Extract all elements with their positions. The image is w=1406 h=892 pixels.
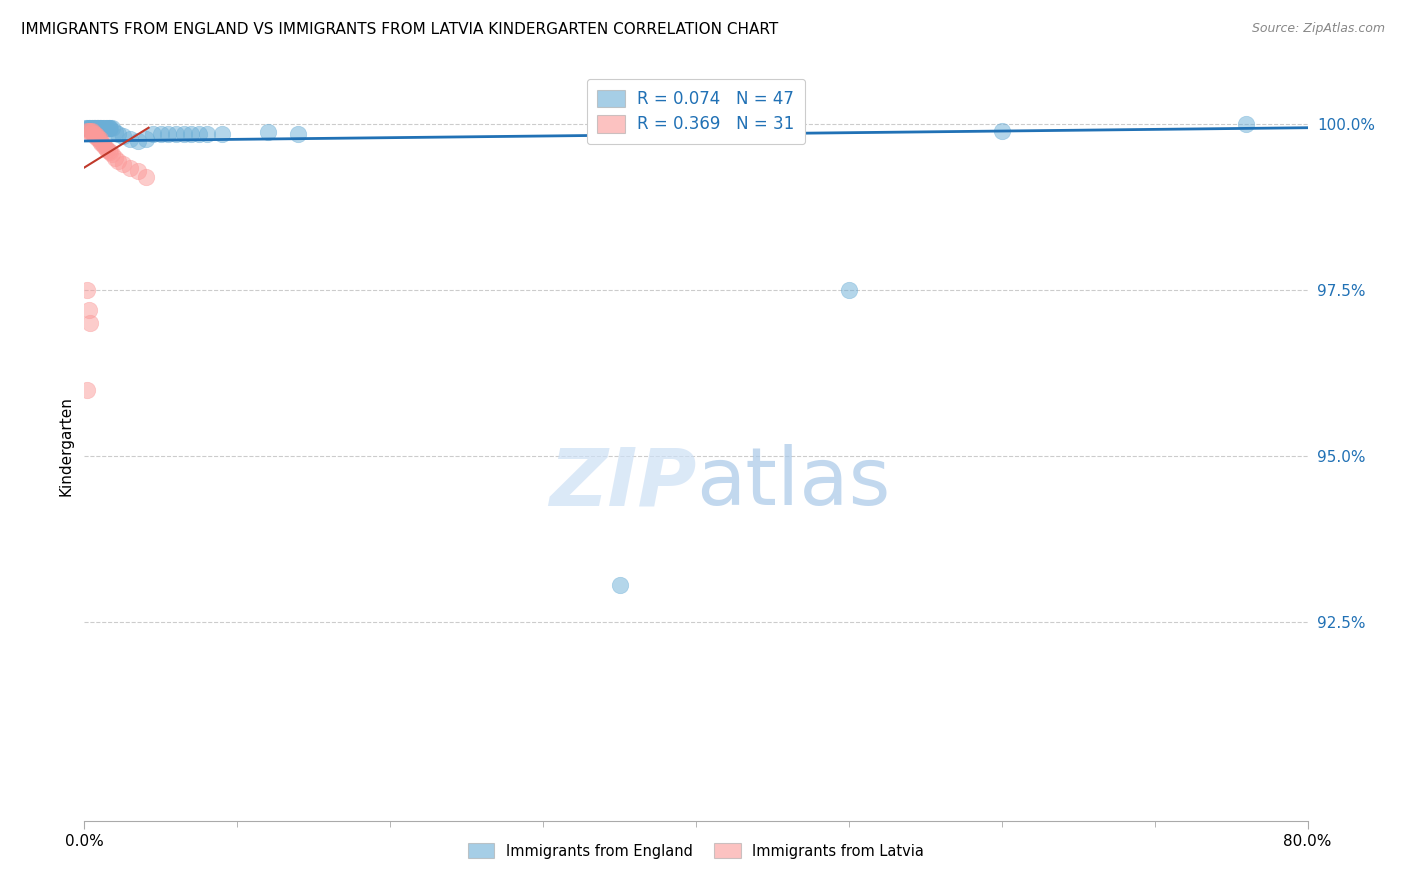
Point [83,120,105,135]
Point [98,145,121,160]
Text: atlas: atlas [696,444,890,523]
Point [94,120,117,135]
Point [76,120,98,135]
Point [287,128,309,142]
Point [76,283,98,297]
Point [104,151,127,165]
Y-axis label: Kindergarten: Kindergarten [58,396,73,496]
Point [135,170,157,185]
Point [111,157,134,171]
Point [91,120,114,135]
Point [87,120,110,135]
Point [77,303,100,318]
Point [86,129,108,144]
Point [79,124,101,138]
Point [84,120,107,135]
Point [86,120,108,135]
Point [89,134,111,148]
Point [104,125,127,139]
Point [90,120,112,135]
Point [101,120,124,135]
Point [94,140,117,154]
Point [97,120,120,135]
Point [86,130,108,145]
Point [77,124,100,138]
Point [90,136,112,150]
Text: IMMIGRANTS FROM ENGLAND VS IMMIGRANTS FROM LATVIA KINDERGARTEN CORRELATION CHART: IMMIGRANTS FROM ENGLAND VS IMMIGRANTS FR… [21,22,779,37]
Point [211,128,233,142]
Point [89,120,111,135]
Point [86,120,108,135]
Point [96,120,118,135]
Point [79,120,101,135]
Point [91,137,114,152]
Point [80,120,103,135]
Point [120,132,142,146]
Point [89,120,111,135]
Point [87,130,110,145]
Point [96,143,118,157]
Point [142,128,165,142]
Point [1236,117,1258,131]
Point [173,128,195,142]
Point [111,129,134,144]
Point [80,124,103,138]
Point [195,128,218,142]
Point [83,120,105,135]
Point [76,124,98,138]
Point [80,120,103,135]
Point [991,124,1014,138]
Point [84,128,107,142]
Point [107,153,129,168]
Point [76,383,98,397]
Point [84,120,107,135]
Point [127,164,149,178]
Point [77,120,100,135]
Text: Source: ZipAtlas.com: Source: ZipAtlas.com [1251,22,1385,36]
Point [257,125,280,139]
Point [98,120,121,135]
Point [135,132,157,146]
Point [101,147,124,161]
Point [149,128,172,142]
Point [157,128,180,142]
Point [89,132,111,146]
Point [97,144,120,158]
Point [80,125,103,139]
Point [83,128,105,142]
Point [188,128,211,142]
Point [838,283,860,297]
Point [127,134,149,148]
Point [97,120,120,135]
Point [84,129,107,144]
Point [93,138,115,153]
Point [77,120,100,135]
Point [609,578,631,592]
Point [180,128,202,142]
Legend: Immigrants from England, Immigrants from Latvia: Immigrants from England, Immigrants from… [460,836,932,866]
Point [165,128,187,142]
Point [75,120,97,135]
Point [79,316,101,330]
Point [107,128,129,142]
Text: ZIP: ZIP [548,444,696,523]
Point [87,120,110,135]
Point [93,120,115,135]
Point [120,161,142,175]
